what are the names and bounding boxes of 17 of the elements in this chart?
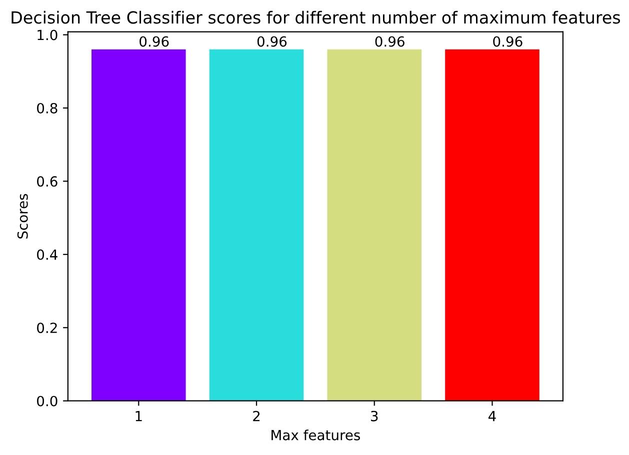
data-label: 0.96	[257, 36, 287, 47]
x-tick-label: 3	[371, 410, 378, 422]
x-tick-label: 2	[253, 410, 260, 422]
y-tick-label: 1.0	[38, 30, 58, 40]
data-label: 0.96	[140, 36, 169, 47]
y-tick-label: 0.6	[37, 176, 58, 187]
data-label: 0.96	[493, 36, 522, 47]
data-label: 0.96	[375, 36, 404, 47]
x-tick-label: 1	[136, 411, 142, 422]
y-tick-label: 0.2	[37, 322, 57, 334]
y-tick-label: 0.0	[37, 396, 58, 406]
x-tick-label: 4	[488, 411, 496, 422]
y-tick-label: 0.8	[37, 102, 58, 114]
y-tick-label: 0.4	[37, 249, 58, 260]
x-axis-title: Max features	[272, 430, 360, 440]
chart-title: Decision Tree Classifier scores for different number of maximum features	[12, 10, 620, 24]
y-axis-title: Scores	[17, 194, 28, 238]
